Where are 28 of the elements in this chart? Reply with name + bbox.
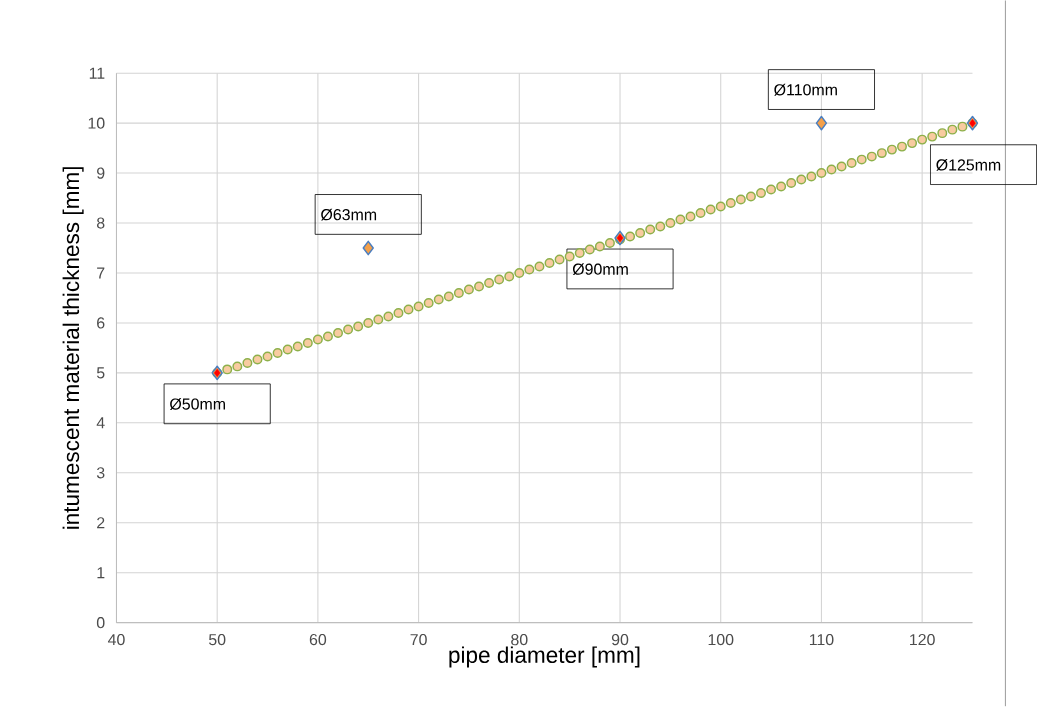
y-tick-label: 2 <box>97 517 105 529</box>
x-tick-label: 50 <box>208 634 226 646</box>
annotation: Ø110mm <box>774 83 837 96</box>
annotation: Ø90mm <box>572 263 628 276</box>
y-tick-label: 11 <box>89 67 105 79</box>
x-tick-label: 80 <box>511 634 528 646</box>
y-tick-label: 3 <box>96 467 105 479</box>
x-tick-label: 120 <box>910 634 935 646</box>
x-tick-label: 60 <box>309 634 327 646</box>
x-axis-title: pipe diameter [mm] <box>449 646 640 668</box>
annotation: Ø50mm <box>169 398 225 411</box>
y-tick-label: 5 <box>96 367 105 379</box>
annotation: Ø63mm <box>321 208 377 221</box>
y-tick-label: 9 <box>97 167 105 179</box>
x-tick-label: 90 <box>611 634 629 646</box>
y-tick-label: 6 <box>97 317 105 329</box>
x-tick-label: 40 <box>107 634 125 646</box>
x-tick-label: 100 <box>708 634 734 646</box>
y-tick-label: 0 <box>96 617 105 629</box>
annotation: Ø125mm <box>936 159 1001 171</box>
y-axis-title: intumescent material thickness [mm] <box>62 167 84 529</box>
y-tick-label: 4 <box>96 417 105 429</box>
x-tick-label: 70 <box>410 634 427 646</box>
y-tick-label: 7 <box>97 267 105 279</box>
y-tick-label: 8 <box>96 217 105 229</box>
y-tick-label: 1 <box>97 567 105 579</box>
y-tick-label: 10 <box>88 117 105 129</box>
x-tick-label: 110 <box>809 634 834 646</box>
